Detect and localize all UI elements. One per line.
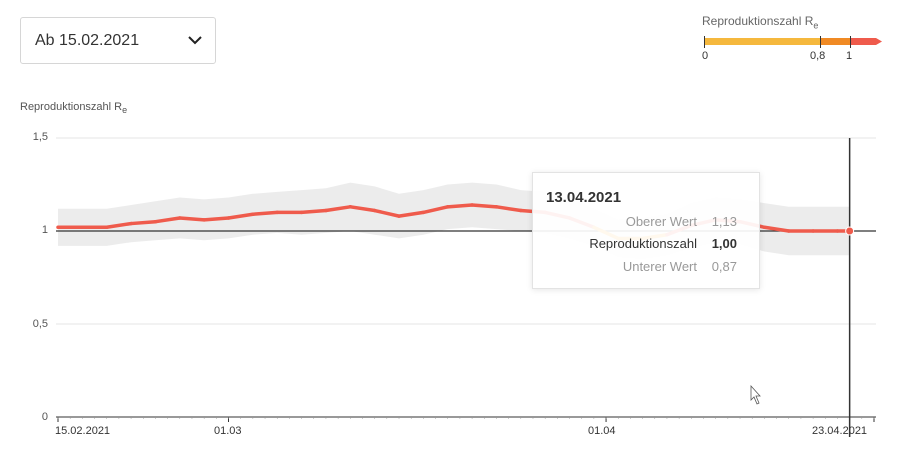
legend-tick-08: 0,8 [810,50,826,62]
series-segment [202,216,231,222]
series-segment [153,216,182,224]
tooltip-value: 1,00 [711,236,737,251]
series-segment [324,205,353,213]
color-legend: Reproduktionszahl Re 0 0,8 1 [702,14,882,62]
y-tick-label: 0 [41,411,48,423]
series-segment [178,216,206,222]
tooltip-row-lower: Unterer Wert 0,87 [623,259,737,274]
y-tick-label: 1,5 [32,131,48,143]
x-tick-label: 15.02.2021 [55,425,111,437]
series-segment [104,221,133,230]
series-segment [348,205,377,213]
date-range-value: Ab 15.02.2021 [35,31,140,49]
tooltip-date: 13.04.2021 [546,189,622,206]
y-tick-label: 1 [41,224,48,236]
date-range-select[interactable]: Ab 15.02.2021 [20,17,216,64]
series-segment [226,212,255,220]
tooltip-value: 1,13 [711,214,737,229]
x-tick-label: 01.03 [214,425,242,437]
cursor-icon [750,384,761,405]
x-tick-label: 23.04.2021 [812,425,868,437]
legend-title: Reproduktionszahl Re [702,14,819,31]
series-segment [299,208,328,215]
series-segment [129,219,158,226]
series-segment [494,205,523,213]
legend-color-scale [704,36,882,48]
legend-tick-1: 1 [846,50,853,62]
tooltip-value: 0,87 [711,259,737,274]
y-axis-title: Reproduktionszahl Re [20,101,128,116]
series-segment [445,203,474,209]
series-segment [251,210,279,217]
selected-point [845,226,855,236]
series-segment [372,208,401,218]
tooltip-label: Oberer Wert [625,214,697,229]
tooltip-label: Reproduktionszahl [589,236,697,251]
series-segment [397,210,426,218]
tooltip-row-upper: Oberer Wert 1,13 [626,214,737,229]
y-tick-label: 0,5 [32,318,48,330]
series-segment [470,203,499,209]
chart-tooltip: 13.04.2021 Oberer Wert 1,13 Reproduktion… [532,172,760,289]
series-segment [762,225,791,233]
chevron-down-icon [187,33,203,49]
series-segment [421,205,450,215]
tooltip-row-r: Reproduktionszahl 1,00 [589,236,737,251]
x-tick-label: 01.04 [588,425,616,437]
tooltip-label: Unterer Wert [622,259,697,274]
legend-tick-0: 0 [702,50,709,62]
